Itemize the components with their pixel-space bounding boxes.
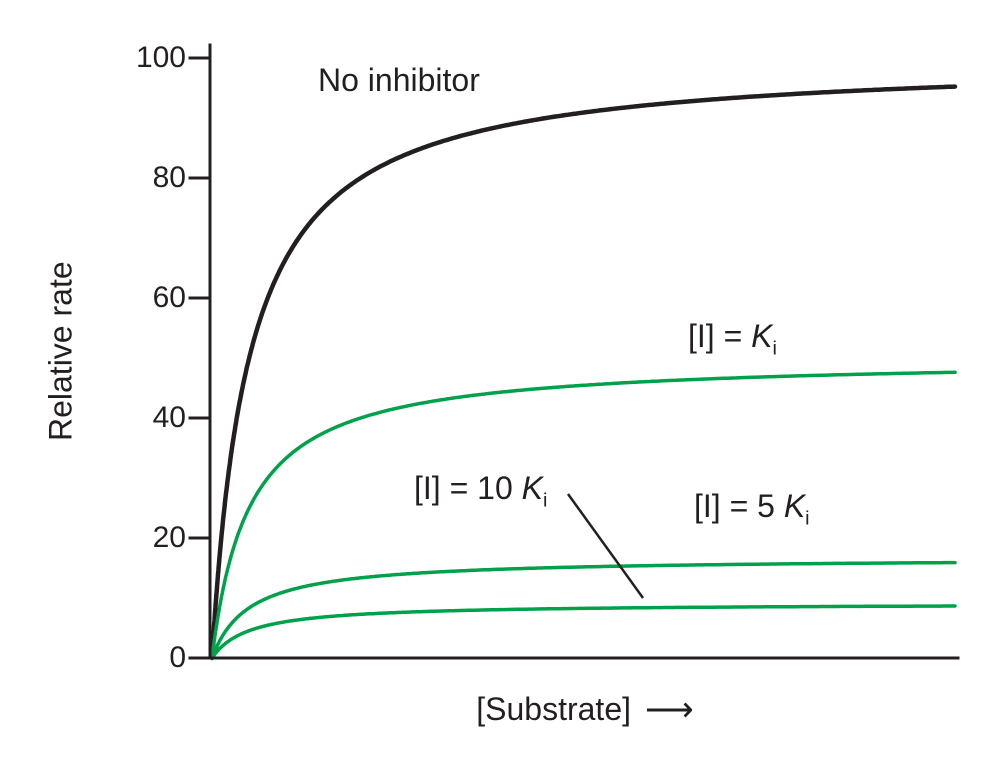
- curve-series-3: [210, 604, 957, 660]
- label-no-inhibitor-text: No inhibitor: [318, 62, 480, 98]
- curve-series-1: [210, 370, 957, 660]
- x-axis-title-text: [Substrate]: [476, 691, 631, 727]
- curves-group: [209, 84, 958, 661]
- ki-symbol: K: [783, 488, 806, 524]
- x-axis-title: [Substrate] ⟶: [212, 690, 958, 730]
- label-inhibitor-5ki-prefix: [I] = 5: [694, 488, 784, 524]
- y-tick-label: 60: [152, 281, 186, 314]
- label-inhibitor-ki: [I] = Ki: [688, 318, 777, 360]
- annotation-leader-line: [566, 493, 645, 599]
- curve-series-2: [210, 560, 957, 660]
- ki-subscript: i: [805, 507, 810, 530]
- label-inhibitor-10ki-prefix: [I] = 10: [414, 470, 522, 506]
- ki-symbol: K: [751, 318, 773, 354]
- label-inhibitor-ki-prefix: [I] =: [688, 318, 752, 354]
- y-axis-title: Relative rate: [42, 261, 79, 441]
- label-no-inhibitor: No inhibitor: [318, 62, 480, 99]
- ki-subscript: i: [772, 337, 777, 360]
- ki-subscript: i: [542, 489, 548, 512]
- y-tick-label: 100: [135, 41, 186, 74]
- label-inhibitor-5ki: [I] = 5 Ki: [694, 488, 810, 530]
- label-inhibitor-10ki: [I] = 10 Ki: [414, 470, 547, 512]
- curve-series-0: [209, 84, 958, 661]
- right-arrow-icon: ⟶: [645, 691, 694, 729]
- ki-symbol: K: [521, 470, 543, 506]
- y-tick-label: 0: [169, 641, 186, 674]
- y-tick-label: 40: [152, 401, 186, 434]
- y-tick-label: 80: [152, 161, 186, 194]
- axes-group: [188, 43, 960, 660]
- y-tick-label: 20: [152, 521, 186, 554]
